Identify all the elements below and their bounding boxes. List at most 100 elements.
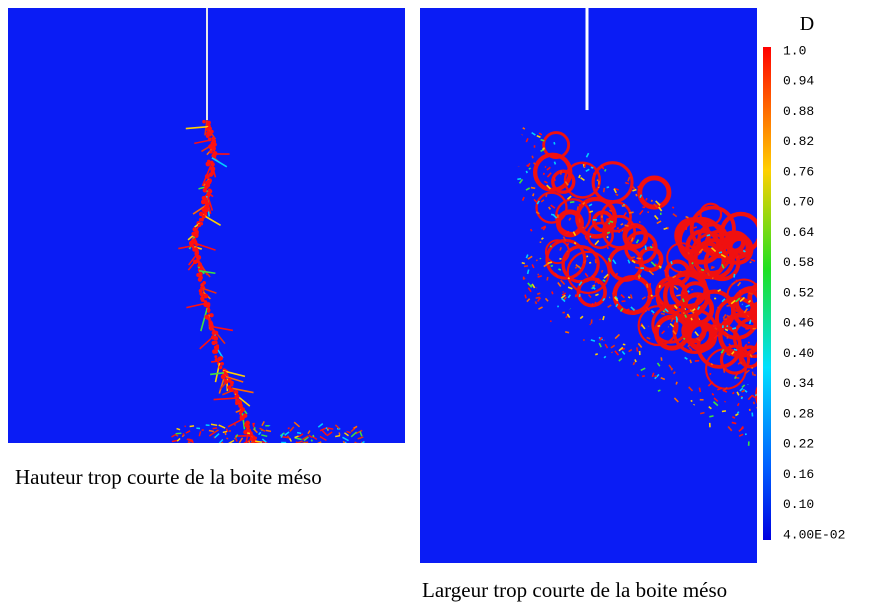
damage <box>566 250 569 253</box>
branch <box>186 438 194 443</box>
damage <box>594 277 600 284</box>
damage <box>720 348 725 354</box>
damage <box>205 134 210 138</box>
damage <box>747 299 752 303</box>
damage <box>687 290 690 293</box>
damage <box>735 413 739 417</box>
damage <box>627 296 631 299</box>
damage <box>635 193 638 197</box>
branch <box>238 437 244 443</box>
colorbar-label: 4.00E-02 <box>783 527 845 542</box>
damage <box>751 394 756 399</box>
damage <box>687 344 691 348</box>
branch <box>176 437 181 442</box>
inclusion <box>551 169 576 194</box>
damage <box>648 283 652 288</box>
damage <box>526 269 530 275</box>
damage <box>594 240 600 246</box>
damage <box>630 256 636 259</box>
damage <box>213 335 219 341</box>
damage <box>531 131 536 136</box>
branch <box>293 421 301 428</box>
damage <box>550 264 554 268</box>
damage <box>220 374 226 380</box>
damage <box>602 315 605 321</box>
damage <box>212 142 217 147</box>
damage <box>726 314 730 318</box>
branch <box>192 205 206 215</box>
damage <box>727 425 733 432</box>
damage <box>672 275 677 279</box>
damage <box>580 177 585 182</box>
damage <box>607 257 612 262</box>
branch <box>261 438 267 443</box>
damage <box>613 188 617 194</box>
damage <box>760 449 763 450</box>
branch <box>303 442 306 443</box>
damage <box>640 367 646 372</box>
damage <box>653 214 659 220</box>
damage <box>578 203 581 206</box>
branch <box>228 439 235 443</box>
damage <box>641 324 646 330</box>
damage <box>214 355 218 359</box>
inclusion <box>719 344 751 375</box>
branch <box>187 441 191 443</box>
damage <box>652 312 655 315</box>
damage <box>626 308 630 311</box>
damage <box>670 367 674 371</box>
damage <box>607 220 611 223</box>
damage <box>698 248 704 254</box>
branch <box>208 431 215 437</box>
damage <box>728 343 733 348</box>
damage <box>650 199 653 203</box>
damage <box>188 240 194 246</box>
damage <box>636 257 642 260</box>
damage <box>567 286 573 290</box>
damage <box>198 288 203 293</box>
damage <box>738 433 744 437</box>
branch <box>243 441 246 443</box>
colorbar-label: 0.10 <box>783 497 814 512</box>
damage <box>710 266 715 270</box>
damage <box>589 323 592 326</box>
damage <box>682 292 685 295</box>
damage <box>670 317 674 323</box>
damage <box>632 361 636 366</box>
damage <box>759 380 763 384</box>
branch <box>350 427 356 433</box>
damage <box>210 129 214 134</box>
damage <box>736 391 740 396</box>
damage <box>673 285 679 291</box>
damage <box>698 270 704 274</box>
damage <box>688 346 693 351</box>
damage <box>569 200 575 204</box>
colorbar <box>763 47 771 540</box>
branch <box>298 433 304 438</box>
damage <box>736 402 740 407</box>
damage <box>754 288 757 292</box>
colorbar-label: 0.16 <box>783 467 814 482</box>
colorbar-label: 0.58 <box>783 255 814 270</box>
damage <box>748 292 754 296</box>
damage <box>595 353 599 356</box>
damage <box>740 396 743 400</box>
damage <box>210 162 215 167</box>
damage <box>629 294 633 299</box>
damage <box>614 295 619 300</box>
branch <box>305 442 307 443</box>
damage <box>596 281 600 285</box>
inclusion <box>566 250 610 295</box>
damage <box>585 152 590 158</box>
damage <box>646 283 649 288</box>
damage <box>542 172 546 176</box>
damage <box>663 227 668 231</box>
colorbar-label: 0.82 <box>783 134 814 149</box>
colorbar-label: 0.94 <box>783 74 814 89</box>
damage <box>731 416 736 419</box>
damage <box>540 237 544 240</box>
damage <box>614 187 619 191</box>
damage <box>667 316 672 320</box>
damage <box>760 323 763 325</box>
damage <box>587 294 592 299</box>
